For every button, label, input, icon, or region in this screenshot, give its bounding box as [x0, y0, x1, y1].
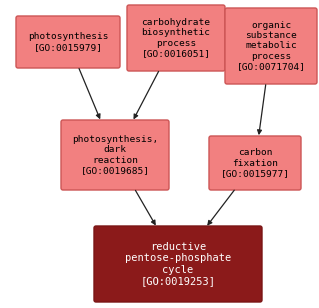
FancyBboxPatch shape: [94, 226, 262, 302]
FancyBboxPatch shape: [225, 8, 317, 84]
Text: photosynthesis,
dark
reaction
[GO:0019685]: photosynthesis, dark reaction [GO:001968…: [72, 135, 158, 175]
Text: carbon
fixation
[GO:0015977]: carbon fixation [GO:0015977]: [220, 148, 290, 178]
FancyBboxPatch shape: [16, 16, 120, 68]
Text: organic
substance
metabolic
process
[GO:0071704]: organic substance metabolic process [GO:…: [236, 21, 306, 71]
Text: carbohydrate
biosynthetic
process
[GO:0016051]: carbohydrate biosynthetic process [GO:00…: [142, 18, 211, 58]
Text: photosynthesis
[GO:0015979]: photosynthesis [GO:0015979]: [28, 32, 108, 52]
FancyBboxPatch shape: [127, 5, 225, 71]
Text: reductive
pentose-phosphate
cycle
[GO:0019253]: reductive pentose-phosphate cycle [GO:00…: [125, 241, 231, 286]
FancyBboxPatch shape: [209, 136, 301, 190]
FancyBboxPatch shape: [61, 120, 169, 190]
